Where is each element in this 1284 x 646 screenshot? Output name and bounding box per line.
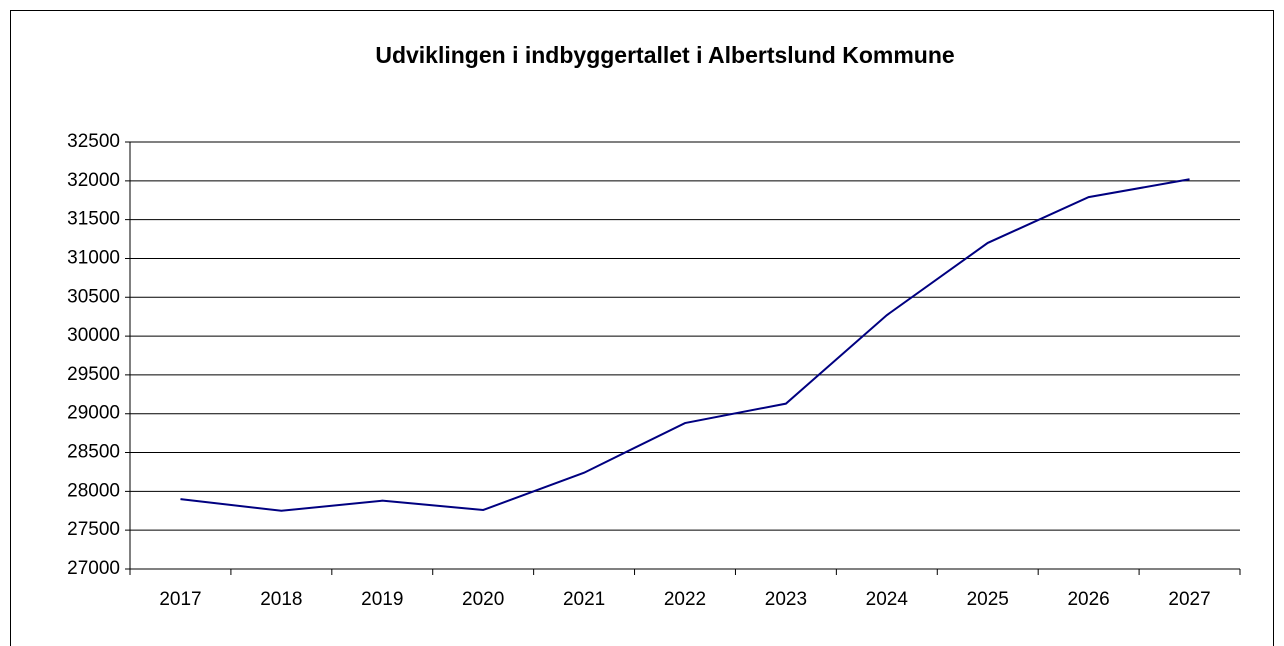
x-tick-label: 2020 bbox=[462, 589, 504, 610]
x-tick-label: 2025 bbox=[967, 589, 1009, 610]
y-tick-label: 27000 bbox=[67, 558, 120, 579]
y-tick-label: 27500 bbox=[67, 519, 120, 540]
x-tick-label: 2021 bbox=[563, 589, 605, 610]
y-tick-label: 28500 bbox=[67, 442, 120, 463]
x-tick-label: 2019 bbox=[361, 589, 403, 610]
x-tick-label: 2017 bbox=[159, 589, 201, 610]
x-tick-label: 2024 bbox=[866, 589, 909, 610]
y-tick-label: 29000 bbox=[67, 403, 120, 424]
x-tick-label: 2023 bbox=[765, 589, 807, 610]
y-tick-label: 30500 bbox=[67, 286, 120, 307]
x-tick-label: 2026 bbox=[1067, 589, 1109, 610]
y-tick-label: 31000 bbox=[67, 247, 120, 268]
y-tick-label: 32000 bbox=[67, 170, 120, 191]
y-tick-label: 28000 bbox=[67, 480, 120, 501]
x-tick-label: 2027 bbox=[1168, 589, 1210, 610]
x-tick-label: 2018 bbox=[260, 589, 302, 610]
chart-frame bbox=[10, 10, 1274, 646]
y-tick-label: 32500 bbox=[67, 131, 120, 152]
y-tick-label: 31500 bbox=[67, 209, 120, 230]
x-tick-label: 2022 bbox=[664, 589, 706, 610]
y-tick-label: 29500 bbox=[67, 364, 120, 385]
chart-title: Udviklingen i indbyggertallet i Albertsl… bbox=[375, 42, 954, 68]
data-line bbox=[180, 178, 1190, 512]
y-tick-label: 30000 bbox=[67, 325, 120, 346]
